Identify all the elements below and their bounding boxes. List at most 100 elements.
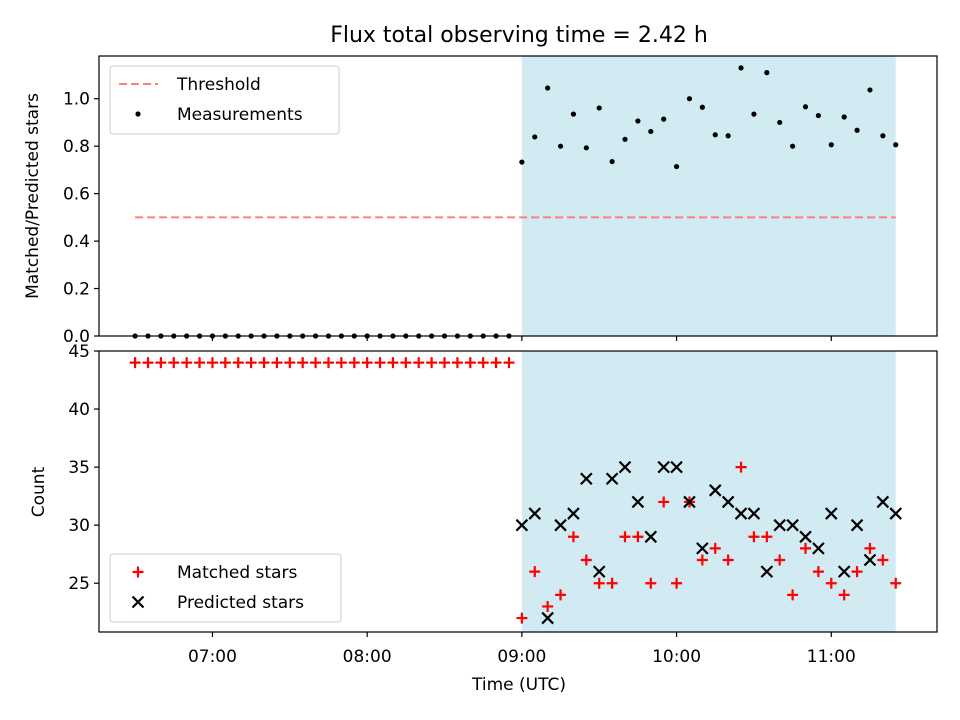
measurement-point bbox=[790, 143, 796, 149]
matched-star-point bbox=[799, 542, 811, 554]
predicted-star-point bbox=[734, 507, 748, 520]
matched-star-point bbox=[825, 577, 837, 589]
matched-star-point bbox=[464, 357, 476, 369]
top-y-axis-label: Matched/Predicted stars bbox=[23, 93, 43, 299]
matched-star-point bbox=[593, 577, 605, 589]
matched-star-point bbox=[645, 577, 657, 589]
measurement-point bbox=[777, 119, 783, 126]
matched-star-point bbox=[258, 357, 270, 369]
top-axes-frame bbox=[98, 55, 938, 337]
measurement-point bbox=[686, 96, 693, 102]
predicted-star-point bbox=[528, 507, 542, 520]
matched-star-point bbox=[129, 357, 141, 369]
chart-title: Flux total observing time = 2.42 h bbox=[330, 23, 708, 48]
matched-star-point bbox=[503, 357, 515, 369]
measurement-point bbox=[622, 136, 628, 142]
measurement-point bbox=[635, 118, 641, 124]
top-shaded-interval bbox=[521, 56, 896, 336]
matched-star-point bbox=[168, 357, 180, 369]
bottom-y-tick-label: 40 bbox=[68, 400, 90, 420]
matched-star-point bbox=[787, 589, 799, 601]
matched-star-point bbox=[580, 554, 592, 566]
matched-star-point bbox=[155, 357, 167, 369]
matched-star-point bbox=[542, 600, 554, 612]
predicted-star-point bbox=[657, 460, 670, 474]
predicted-star-point bbox=[567, 507, 580, 520]
measurement-point bbox=[893, 142, 899, 148]
predicted-star-point bbox=[760, 565, 774, 578]
matched-star-point bbox=[555, 589, 567, 601]
matched-star-point bbox=[451, 357, 463, 369]
top-plot-panel: 0.0 0.2 0.4 0.6 0.8 1.0 Threshold Measurements bbox=[63, 55, 938, 347]
measurement-point bbox=[545, 85, 551, 91]
predicted-star-point bbox=[670, 460, 683, 474]
matched-star-point bbox=[890, 577, 902, 589]
top-y-tick-label: 0.6 bbox=[63, 185, 90, 205]
predicted-star-point bbox=[592, 565, 606, 578]
top-y-tick-label: 0.4 bbox=[63, 232, 90, 252]
matched-star-point bbox=[387, 357, 399, 369]
predicted-star-point bbox=[554, 518, 567, 532]
predicted-star-point bbox=[812, 542, 825, 555]
predicted-star-point bbox=[708, 484, 722, 497]
bottom-y-tick-label: 25 bbox=[68, 574, 90, 594]
matched-star-point bbox=[632, 531, 644, 543]
measurement-point bbox=[673, 163, 680, 170]
matched-star-point bbox=[606, 577, 618, 589]
legend-matched-swatch bbox=[132, 566, 144, 578]
x-tick-label: 07:00 bbox=[188, 647, 237, 667]
top-y-tick-label: 0.8 bbox=[63, 137, 90, 157]
predicted-star-point bbox=[618, 460, 632, 474]
matched-star-point bbox=[722, 554, 734, 566]
predicted-star-point bbox=[515, 518, 529, 532]
matched-star-point bbox=[490, 357, 502, 369]
bottom-plot-panel: 25 30 35 40 45 07:00 08:00 09:00 10:00 11:00 Match… bbox=[68, 342, 938, 667]
measurement-point bbox=[557, 143, 564, 149]
matched-star-point bbox=[310, 357, 322, 369]
bottom-legend: Matched stars Predicted stars bbox=[109, 553, 342, 623]
matched-star-point bbox=[877, 554, 889, 566]
x-tick-label: 09:00 bbox=[497, 647, 546, 667]
matched-star-point bbox=[774, 554, 786, 566]
measurement-point bbox=[725, 133, 731, 139]
matched-star-point bbox=[851, 566, 863, 578]
matched-star-point bbox=[413, 357, 425, 369]
legend-label: Predicted stars bbox=[177, 593, 304, 613]
matched-star-point bbox=[271, 357, 283, 369]
legend-box bbox=[109, 65, 340, 135]
matched-star-point bbox=[812, 566, 824, 578]
top-y-tick-label: 1.0 bbox=[63, 90, 90, 110]
legend-label: Matched stars bbox=[177, 563, 297, 583]
bottom-y-tick-label: 30 bbox=[68, 516, 90, 536]
measurement-point bbox=[596, 105, 602, 111]
matched-star-point bbox=[361, 357, 373, 369]
matched-star-point bbox=[516, 612, 528, 624]
predicted-star-point bbox=[825, 507, 838, 520]
predicted-star-point bbox=[696, 542, 709, 555]
measurement-point bbox=[519, 159, 525, 165]
predicted-star-point bbox=[876, 495, 890, 509]
measurement-point bbox=[532, 134, 538, 140]
matched-star-point bbox=[194, 357, 206, 369]
measurement-point bbox=[712, 132, 718, 138]
top-y-tick-label: 0.2 bbox=[63, 280, 90, 300]
bottom-y-axis-label: Count bbox=[29, 466, 49, 517]
legend-label: Threshold bbox=[176, 75, 261, 95]
predicted-star-point bbox=[837, 565, 851, 578]
matched-star-point bbox=[348, 357, 360, 369]
matched-star-point bbox=[748, 531, 760, 543]
predicted-star-point bbox=[747, 507, 761, 520]
matched-star-point bbox=[284, 357, 296, 369]
predicted-star-point bbox=[580, 472, 593, 486]
bottom-y-tick-label: 35 bbox=[68, 458, 90, 478]
x-tick-label: 10:00 bbox=[652, 647, 701, 667]
matched-star-point bbox=[181, 357, 193, 369]
predicted-star-point bbox=[773, 518, 786, 532]
measurement-point bbox=[764, 70, 770, 76]
legend-measurement-swatch bbox=[135, 111, 141, 117]
bottom-axes-frame bbox=[98, 350, 938, 633]
measurement-point bbox=[699, 104, 705, 110]
predicted-star-point bbox=[863, 553, 877, 567]
predicted-star-point bbox=[889, 507, 903, 520]
